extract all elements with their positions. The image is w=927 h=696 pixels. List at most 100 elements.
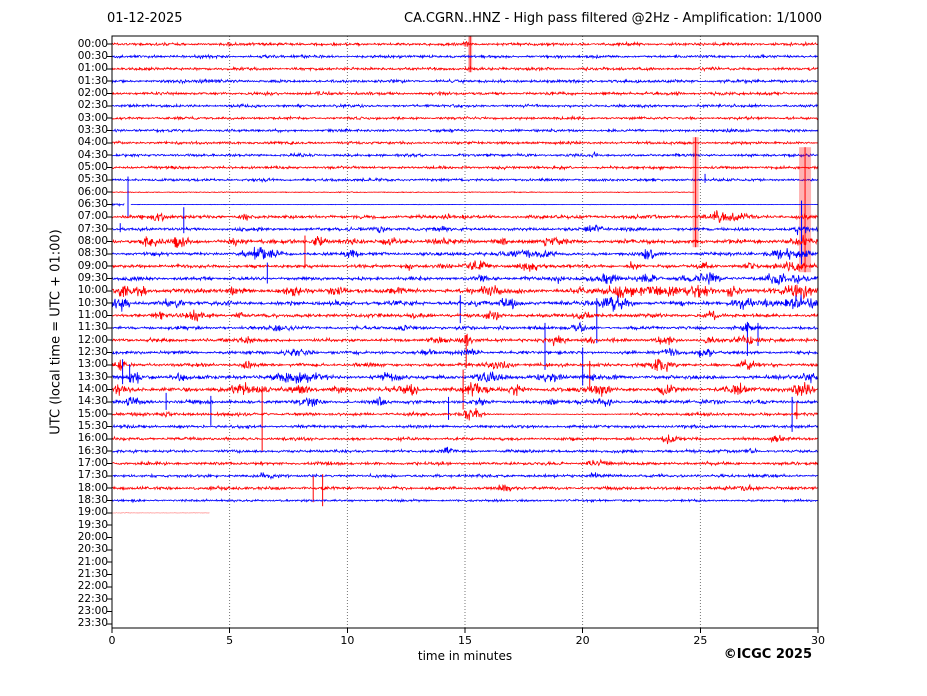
trace-row-00:30 — [112, 53, 818, 60]
y-tick-label: 22:30 — [77, 592, 108, 605]
x-tick-label: 15 — [458, 634, 472, 647]
y-tick-label: 01:30 — [77, 74, 108, 87]
trace-row-14:30 — [112, 396, 818, 407]
trace-row-09:00 — [112, 260, 818, 272]
trace-row-03:00 — [112, 114, 818, 122]
trace-row-05:00 — [112, 164, 818, 171]
y-tick-label: 21:00 — [77, 555, 108, 568]
trace-row-18:30 — [112, 497, 818, 504]
trace-row-04:30 — [112, 151, 818, 159]
trace-row-06:30 — [130, 203, 818, 206]
trace-row-12:30 — [112, 347, 818, 358]
x-tick-label: 10 — [340, 634, 355, 647]
y-tick-label: 23:30 — [77, 617, 108, 630]
trace-row-06:30 — [112, 203, 125, 207]
y-tick-label: 20:00 — [77, 531, 108, 544]
x-axis-label: time in minutes — [417, 649, 513, 663]
trace-row-10:00 — [112, 284, 818, 300]
grid-lines — [229, 36, 701, 628]
x-tick-label: 5 — [226, 634, 234, 647]
x-tick-label: 20 — [575, 634, 590, 647]
trace-row-02:00 — [112, 90, 818, 97]
trace-row-00:00 — [112, 40, 818, 48]
trace-row-13:00 — [112, 358, 818, 372]
trace-row-04:00 — [112, 139, 818, 146]
copyright-text: ©ICGC 2025 — [723, 647, 812, 662]
y-tick-label: 16:30 — [77, 444, 108, 457]
trace-row-01:00 — [112, 65, 818, 72]
y-tick-label: 19:00 — [77, 506, 108, 519]
trace-row-03:30 — [112, 127, 818, 134]
y-tick-label: 13:00 — [77, 358, 108, 371]
plot-date: 01-12-2025 — [107, 11, 183, 26]
y-tick-label: 15:30 — [77, 420, 108, 433]
x-tick-label: 0 — [108, 634, 116, 647]
trace-row-06:00 — [112, 190, 695, 194]
y-tick-label: 03:30 — [77, 124, 108, 137]
trace-row-19:00 — [112, 512, 210, 514]
x-tick-label: 30 — [811, 634, 825, 647]
y-tick-label: 18:00 — [77, 481, 108, 494]
trace-row-01:30 — [112, 77, 818, 85]
y-tick-label: 00:30 — [77, 50, 108, 63]
y-tick-label: 22:00 — [77, 580, 108, 593]
y-tick-label: 14:30 — [77, 395, 108, 408]
trace-row-14:00 — [112, 382, 818, 397]
y-tick-label: 17:30 — [77, 469, 108, 482]
y-tick-label: 01:00 — [77, 62, 108, 75]
y-tick-label: 02:30 — [77, 99, 108, 112]
y-tick-label: 08:30 — [77, 247, 108, 260]
trace-row-11:00 — [112, 309, 818, 322]
y-tick-label: 15:00 — [77, 407, 108, 420]
y-tick-label: 09:00 — [77, 259, 108, 272]
y-tick-label: 08:00 — [77, 235, 108, 248]
plot-frame — [111, 35, 819, 629]
trace-row-18:00 — [112, 483, 818, 492]
trace-row-12:00 — [112, 333, 818, 347]
trace-row-15:30 — [112, 423, 818, 430]
y-tick-label: 11:30 — [77, 321, 108, 334]
y-tick-label: 07:00 — [77, 210, 108, 223]
y-tick-label: 10:30 — [77, 296, 108, 309]
y-tick-label: 07:30 — [77, 222, 108, 235]
trace-row-15:00 — [112, 407, 485, 421]
trace-row-13:30 — [112, 371, 818, 384]
y-tick-label: 11:00 — [77, 309, 108, 322]
trace-row-05:30 — [112, 176, 818, 184]
trace-row-08:00 — [112, 234, 818, 248]
trace-row-17:00 — [112, 458, 818, 467]
y-tick-label: 06:00 — [77, 185, 108, 198]
y-tick-label: 09:30 — [77, 272, 108, 285]
trace-row-02:30 — [112, 102, 818, 110]
y-tick-label: 12:30 — [77, 346, 108, 359]
y-tick-label: 04:00 — [77, 136, 108, 149]
y-tick-label: 14:00 — [77, 383, 108, 396]
trace-row-16:30 — [112, 446, 818, 455]
y-tick-label: 19:30 — [77, 518, 108, 531]
y-tick-label: 23:00 — [77, 605, 108, 618]
trace-row-16:00 — [112, 434, 818, 445]
y-tick-label: 16:00 — [77, 432, 108, 445]
y-tick-label: 18:30 — [77, 494, 108, 507]
y-tick-label: 00:00 — [77, 37, 108, 50]
y-tick-label: 05:00 — [77, 161, 108, 174]
trace-row-17:30 — [112, 472, 818, 480]
y-tick-label: 02:00 — [77, 87, 108, 100]
y-tick-label: 12:00 — [77, 333, 108, 346]
y-tick-label: 13:30 — [77, 370, 108, 383]
trace-row-09:30 — [112, 272, 818, 286]
plot-title: CA.CGRN..HNZ - High pass filtered @2Hz -… — [404, 11, 822, 26]
trace-row-11:30 — [112, 321, 818, 333]
y-tick-label: 10:00 — [77, 284, 108, 297]
trace-row-15:00 — [483, 411, 630, 416]
y-tick-label: 21:30 — [77, 568, 108, 581]
y-tick-label: 20:30 — [77, 543, 108, 556]
trace-area — [112, 36, 818, 514]
trace-row-10:30 — [112, 294, 818, 312]
axis-ticks — [107, 43, 819, 633]
trace-row-07:30 — [112, 224, 818, 236]
y-tick-label: 04:30 — [77, 148, 108, 161]
y-tick-label: 03:00 — [77, 111, 108, 124]
